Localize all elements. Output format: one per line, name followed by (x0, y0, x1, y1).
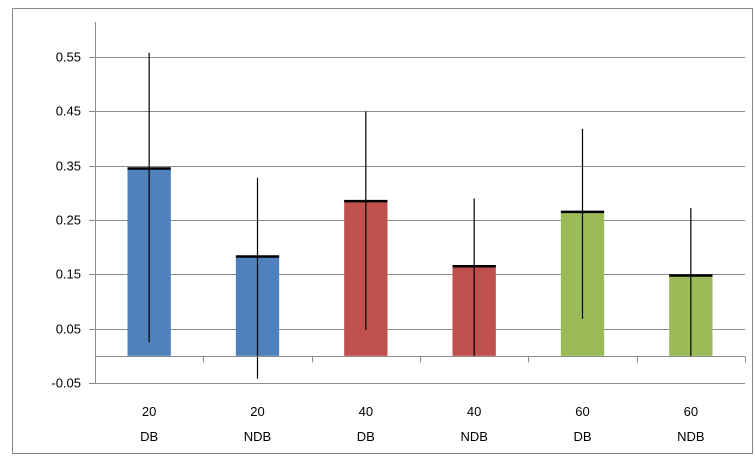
gridlines (95, 57, 745, 384)
y-tick-label: 0.05 (56, 322, 81, 337)
y-tick-label: 0.35 (56, 159, 81, 174)
x-tick-label: DB (357, 429, 375, 444)
x-tick-label: DB (140, 429, 158, 444)
x-tick-label: NDB (460, 429, 487, 444)
y-tick-label: -0.05 (51, 376, 81, 391)
x-tick-label: 40 (467, 404, 481, 419)
x-tick-label: 40 (359, 404, 373, 419)
x-tick-label: 20 (142, 404, 156, 419)
x-tick-labels: 20 DB 20 NDB 40 DB 40 NDB 60 DB 60 NDB (140, 404, 704, 444)
y-tick-label: 0.15 (56, 267, 81, 282)
x-tick-label: NDB (244, 429, 271, 444)
y-tick-label: 0.25 (56, 213, 81, 228)
y-tick-labels: -0.05 0.05 0.15 0.25 0.35 0.45 0.55 (51, 50, 81, 391)
x-tick-label: NDB (677, 429, 704, 444)
x-tick-label: 60 (684, 404, 698, 419)
y-tick-label: 0.45 (56, 104, 81, 119)
bars-group (127, 52, 713, 379)
x-tick-label: 60 (575, 404, 589, 419)
axes-group (89, 22, 746, 384)
y-tick-label: 0.55 (56, 50, 81, 65)
x-tick-label: 20 (250, 404, 264, 419)
x-tick-label: DB (573, 429, 591, 444)
